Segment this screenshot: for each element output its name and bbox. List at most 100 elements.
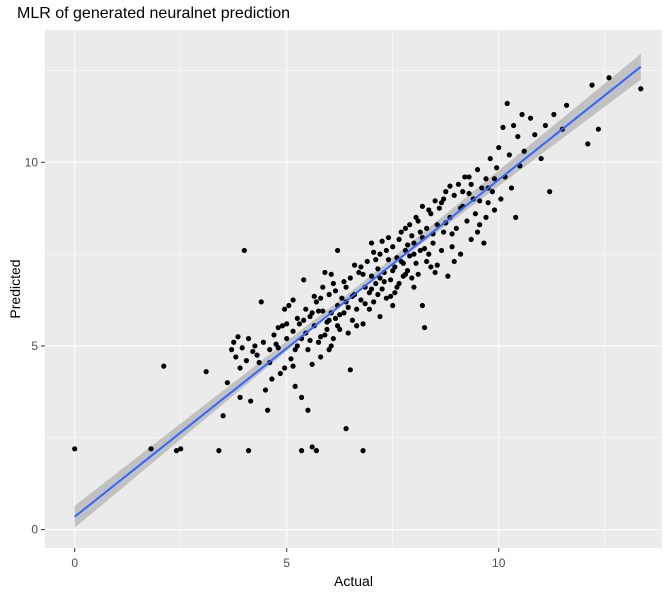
- data-point: [413, 260, 419, 266]
- data-point: [464, 218, 470, 224]
- data-point: [277, 370, 283, 377]
- data-point: [432, 198, 438, 204]
- data-point: [284, 335, 290, 342]
- data-point: [362, 301, 368, 307]
- data-point: [402, 271, 409, 277]
- data-point: [390, 268, 396, 274]
- data-point: [256, 359, 262, 366]
- data-point: [330, 280, 336, 287]
- data-point: [462, 174, 468, 180]
- data-point: [351, 262, 358, 268]
- data-point: [409, 275, 415, 281]
- data-point: [373, 280, 379, 287]
- data-point: [347, 275, 353, 281]
- data-point: [309, 361, 315, 367]
- data-point: [358, 297, 364, 303]
- data-point: [371, 299, 377, 305]
- data-point: [385, 234, 392, 241]
- data-point: [477, 222, 483, 228]
- data-point: [360, 321, 366, 327]
- data-point: [390, 244, 396, 250]
- data-point: [328, 271, 334, 277]
- data-point: [173, 448, 180, 454]
- data-point: [245, 448, 252, 454]
- data-point: [542, 122, 548, 129]
- data-point: [392, 290, 398, 296]
- data-point: [489, 189, 495, 195]
- data-point: [460, 189, 466, 195]
- data-point: [468, 236, 474, 243]
- data-point: [381, 279, 387, 285]
- data-point: [441, 229, 447, 235]
- y-tick-label: 5: [31, 339, 38, 353]
- data-point: [231, 339, 237, 345]
- data-point: [332, 288, 339, 294]
- data-point: [305, 407, 311, 413]
- data-point: [239, 345, 245, 351]
- chart-title: MLR of generated neuralnet prediction: [17, 5, 291, 22]
- data-point: [320, 308, 326, 314]
- data-point: [383, 295, 389, 301]
- data-point: [315, 308, 322, 314]
- data-point: [377, 275, 383, 281]
- data-point: [445, 273, 451, 279]
- data-point: [364, 258, 370, 265]
- data-point: [368, 273, 375, 279]
- data-point: [373, 257, 379, 263]
- data-point: [404, 242, 411, 248]
- data-point: [426, 251, 432, 257]
- regression-line: [74, 65, 642, 518]
- data-point: [341, 279, 347, 285]
- data-point: [330, 335, 336, 342]
- data-point: [258, 299, 264, 305]
- data-point: [521, 148, 527, 154]
- data-point: [252, 343, 258, 349]
- data-point: [396, 236, 402, 243]
- data-point: [292, 383, 298, 389]
- data-point: [292, 347, 298, 353]
- data-point: [506, 152, 512, 158]
- data-point: [504, 100, 510, 107]
- data-point: [426, 207, 432, 213]
- data-point: [345, 330, 351, 336]
- data-point: [243, 358, 250, 364]
- data-point: [449, 244, 455, 250]
- data-point: [409, 233, 415, 239]
- data-point: [421, 324, 428, 331]
- data-point: [451, 258, 457, 265]
- data-point: [432, 269, 438, 276]
- data-point: [390, 302, 396, 309]
- data-point: [288, 356, 294, 362]
- data-point: [400, 260, 406, 266]
- data-point: [510, 122, 517, 129]
- data-point: [307, 337, 313, 344]
- data-point: [279, 323, 286, 329]
- data-point: [383, 247, 389, 254]
- y-tick-label: 0: [31, 523, 38, 537]
- data-point: [377, 251, 383, 257]
- data-point: [286, 302, 292, 309]
- data-point: [311, 293, 317, 299]
- data-point: [479, 185, 485, 191]
- data-point: [309, 310, 315, 316]
- data-point: [443, 189, 449, 195]
- data-point: [434, 262, 440, 268]
- y-tick-label: 10: [25, 155, 39, 169]
- data-point: [419, 302, 426, 309]
- data-point: [248, 398, 254, 404]
- data-point: [303, 306, 309, 312]
- data-point: [315, 339, 322, 345]
- data-point: [354, 323, 360, 329]
- data-point: [500, 124, 506, 130]
- data-point: [466, 190, 472, 197]
- data-point: [388, 277, 394, 283]
- data-point: [494, 165, 500, 171]
- data-point: [411, 240, 417, 246]
- data-point: [375, 266, 381, 272]
- data-point: [447, 183, 453, 189]
- data-point: [413, 214, 419, 220]
- data-point: [313, 448, 319, 454]
- data-point: [267, 347, 273, 353]
- data-point: [358, 264, 364, 270]
- data-point: [260, 339, 266, 345]
